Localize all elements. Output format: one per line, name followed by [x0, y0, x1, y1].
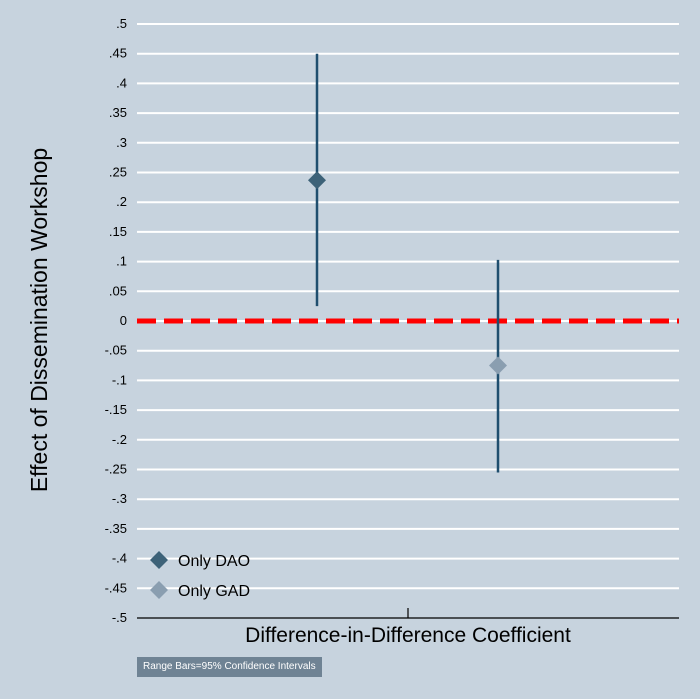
point-estimate-marker	[308, 171, 326, 190]
y-tick-label: .3	[116, 135, 127, 150]
legend-marker	[150, 551, 168, 569]
y-tick-label: .1	[116, 254, 127, 269]
y-tick-label: .4	[116, 75, 127, 90]
y-tick-label: -.45	[105, 580, 127, 595]
y-tick-label: -.1	[112, 372, 127, 387]
legend: Only DAO Only GAD	[150, 551, 250, 600]
y-tick-label: .15	[109, 224, 127, 239]
legend-marker	[150, 581, 168, 599]
y-tick-label: .5	[116, 16, 127, 31]
y-tick-label: .05	[109, 283, 127, 298]
legend-label: Only DAO	[178, 553, 250, 570]
y-axis-ticks: .5 .45 .4 .35 .3 .25 .2 .15 .1 .05 0 -.05 -.1 -.15 -.2…	[105, 16, 127, 625]
y-tick-label: .2	[116, 194, 127, 209]
y-tick-label: -.25	[105, 462, 127, 477]
grid-lines	[137, 23, 679, 590]
y-tick-label: -.05	[105, 343, 127, 358]
x-axis-title: Difference-in-Difference Coefficient	[245, 624, 571, 647]
confidence-interval-note: Range Bars=95% Confidence Intervals	[137, 657, 322, 677]
y-tick-label: -.3	[112, 491, 127, 506]
y-tick-label: -.15	[105, 402, 127, 417]
plot-marks	[308, 53, 507, 473]
point-estimate-marker	[489, 356, 507, 375]
axes	[137, 608, 679, 619]
y-tick-label: .35	[109, 105, 127, 120]
y-tick-label: -.2	[112, 432, 127, 447]
y-tick-label: -.35	[105, 521, 127, 536]
y-tick-label: .45	[109, 46, 127, 61]
y-tick-label: -.5	[112, 610, 127, 625]
y-tick-label: .25	[109, 165, 127, 180]
legend-label: Only GAD	[178, 583, 250, 600]
y-tick-label: 0	[120, 313, 127, 328]
y-tick-label: -.4	[112, 551, 127, 566]
y-axis-title: Effect of Dissemination Workshop	[26, 148, 52, 492]
